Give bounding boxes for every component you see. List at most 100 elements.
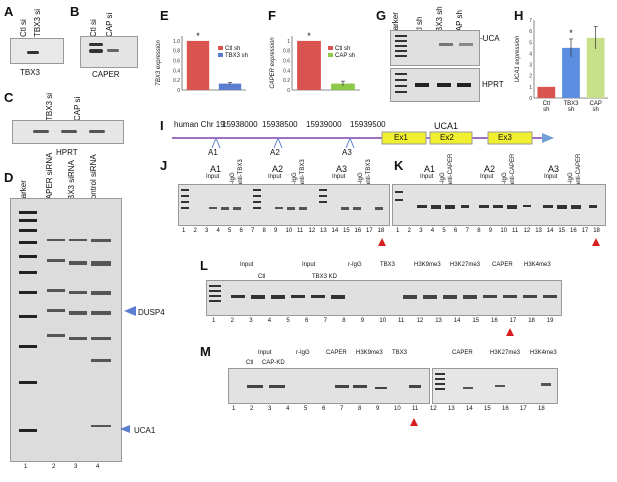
lane-number: 1 [182, 228, 186, 234]
lane-number: 7 [465, 228, 469, 234]
lane-number: 18 [538, 406, 545, 412]
panel-i-chr: human Chr 19: [174, 120, 227, 129]
panel-d-bands [19, 211, 111, 432]
significance-star: * [307, 31, 311, 41]
panel-d-mark-dusp4: DUSP4 [138, 308, 165, 317]
tick-label: 6 [529, 29, 532, 35]
lane-number: 13 [448, 406, 455, 412]
panel-g-band-hprt: HPRT [482, 80, 504, 89]
panel-d-letter: D [4, 170, 14, 185]
tick-label: 0 [177, 88, 180, 94]
panel-b-gene: CAPER [92, 70, 120, 79]
lane-number: 11 [398, 318, 405, 324]
lane-number: 12 [523, 228, 531, 234]
lane-number: 15 [343, 228, 350, 234]
y-axis-label: UCA1 expression [515, 35, 521, 82]
tick-label: 0 [529, 96, 532, 102]
y-axis-label: CAPER expression [270, 37, 276, 89]
tick-label: 0.2 [283, 78, 290, 84]
panel-l-header-h3k27: H3K27me3 [450, 262, 481, 268]
lane-number: 12 [416, 318, 424, 324]
tick-label: 0.6 [173, 59, 180, 65]
lane-number: 4 [286, 406, 290, 412]
panel-k-anti-2: anti-CAPER [510, 153, 516, 186]
lane-number: 8 [358, 406, 362, 412]
panel-l-header-input-2: Input [302, 262, 316, 268]
panel-j-input-3: Input [332, 174, 346, 180]
lane-number: 4 [216, 228, 220, 234]
panel-l-sub-kd: TBX3 KD [312, 274, 338, 280]
lane-number: 16 [354, 228, 362, 234]
panel-m-letter: M [200, 344, 211, 359]
panel-c-lane-1: TBX3 si [45, 92, 54, 121]
lane-number: 8 [342, 318, 346, 324]
category-label: sh [592, 107, 598, 113]
panel-b-gel [80, 36, 138, 68]
legend-swatch [328, 53, 333, 57]
lane-number: 10 [379, 318, 387, 324]
significance-star: * [569, 28, 573, 38]
panel-i-amplicon-1: A1 [208, 148, 218, 157]
panel-g-gel-top [390, 30, 480, 66]
lane-number: 6 [454, 228, 458, 234]
panel-k-anti-1: anti-CAPER [448, 153, 454, 186]
panel-k-input-3: Input [544, 174, 558, 180]
lane-number: 13 [535, 228, 542, 234]
panel-e-letter: E [160, 8, 169, 23]
panel-k-input-1: Input [420, 174, 434, 180]
panel-a-lane-1: Ctl si [19, 19, 28, 37]
panel-m-header-h3k4: H3K4me3 [530, 350, 557, 356]
panel-l-red-arrow [506, 328, 514, 336]
y-axis-label: TBX3 expression [156, 40, 162, 86]
panel-i-pos-2: 15938500 [262, 120, 298, 129]
lane-number: 17 [509, 318, 517, 324]
panel-g-band-uca: -UCA [480, 34, 500, 43]
lane-number: 16 [502, 406, 509, 412]
lane-number: 5 [304, 406, 308, 412]
panel-k-group-a1: A1 [424, 164, 436, 174]
bar [218, 83, 242, 90]
panel-m-header-caper-2: CAPER [452, 350, 473, 356]
lane-number: 11 [412, 406, 419, 412]
lane-number: 3 [249, 318, 253, 324]
lane-number: 8 [262, 228, 266, 234]
tick-label: 4 [529, 51, 532, 57]
lane-number: 15 [484, 406, 491, 412]
lane-number: 14 [453, 318, 461, 324]
legend-label: TBX3 sh [225, 53, 248, 59]
panel-i-amplicon-3: A3 [342, 148, 352, 157]
panel-i-letter: I [160, 118, 164, 133]
panel-l-gel [206, 280, 562, 316]
lane-number: 15 [558, 228, 566, 234]
panel-d-mark-uca1: UCA1 [134, 426, 156, 435]
legend-label: CAP sh [335, 53, 355, 59]
panel-j-anti-1: anti-TBX3 [238, 159, 244, 186]
tick-label: 3 [529, 63, 532, 69]
tick-label: 7 [529, 18, 532, 24]
panel-i-exon-2: Ex2 [440, 133, 454, 142]
lane-number: 18 [377, 228, 385, 234]
panel-j-anti-3: anti-TBX3 [366, 159, 372, 186]
panel-b-letter: B [70, 4, 80, 19]
panel-k-red-arrow [592, 238, 600, 246]
lane-number: 9 [488, 228, 493, 234]
panel-m-header-caper: CAPER [326, 350, 347, 356]
lane-number: 4 [430, 228, 435, 234]
bar [586, 37, 605, 98]
lane-number: 4 [267, 318, 272, 324]
panel-i-gene: UCA1 [434, 121, 459, 131]
panel-d-arrow-uca1 [120, 425, 130, 433]
tick-label: 0 [287, 88, 290, 94]
panel-l-letter: L [200, 258, 208, 273]
panel-j-input-2: Input [268, 174, 282, 180]
lane-number: 10 [500, 228, 508, 234]
panel-c-gel [12, 120, 124, 144]
lane-number: 5 [228, 228, 232, 234]
tick-label: 1 [287, 39, 290, 45]
lane-number: 1 [212, 318, 216, 324]
panel-l-header-tbx3: TBX3 [380, 262, 396, 268]
lane-number: 2 [250, 406, 254, 412]
panel-c-gene: HPRT [56, 148, 78, 157]
lane-number: 6 [239, 228, 243, 234]
